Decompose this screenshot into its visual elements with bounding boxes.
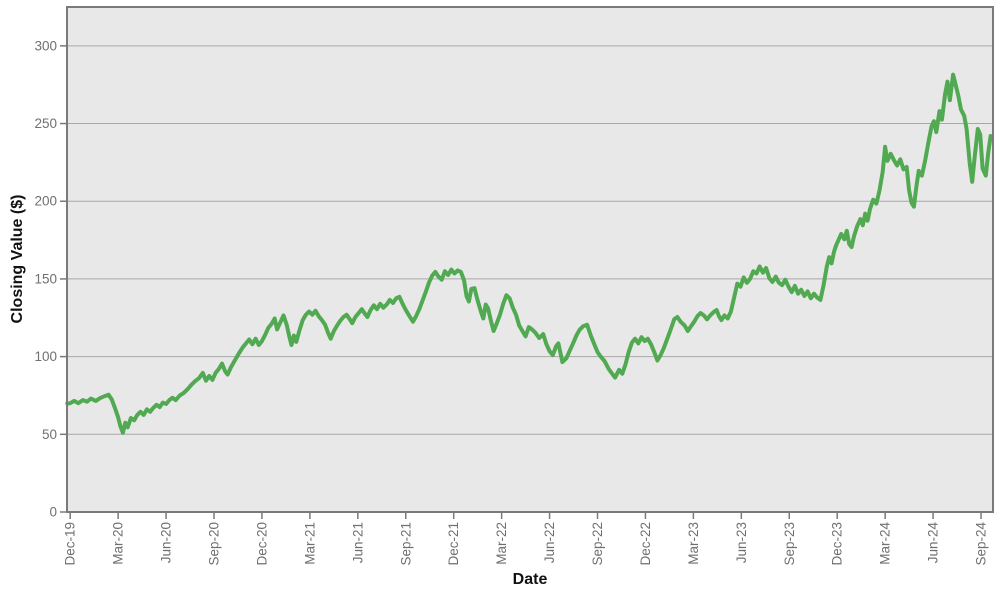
closing-value-line	[65, 72, 993, 435]
x-tick-label: Dec-21	[446, 522, 461, 566]
x-tick-label: Jun-23	[734, 522, 749, 563]
x-tick-label: Sep-23	[782, 522, 797, 566]
y-tick-labels: 0 50 100 150 200 250 300	[34, 38, 57, 519]
x-tick-label: Sep-22	[590, 522, 605, 566]
x-tick-labels: Dec-19 Mar-20 Jun-20 Sep-20 Dec-20 Mar-21 Jun-…	[63, 522, 989, 566]
y-tick-label: 50	[42, 427, 57, 442]
x-tick-label: Sep-24	[974, 522, 989, 566]
x-axis-title: Date	[513, 571, 548, 588]
y-tick-label: 200	[34, 194, 57, 209]
x-tick-label: Sep-20	[207, 522, 222, 566]
y-axis-ticks	[60, 45, 67, 513]
x-tick-label: Sep-21	[398, 522, 413, 566]
y-tick-label: 0	[49, 505, 57, 520]
x-axis-ticks	[69, 512, 982, 519]
x-tick-label: Jun-21	[350, 522, 365, 563]
series-lines	[65, 72, 993, 435]
x-tick-label: Mar-24	[878, 522, 893, 565]
x-tick-label: Jun-24	[926, 522, 941, 564]
y-tick-label: 250	[34, 116, 57, 131]
x-tick-label: Dec-19	[63, 522, 78, 566]
plot-border	[66, 6, 994, 513]
x-tick-label: Jun-20	[159, 522, 174, 563]
x-tick-label: Mar-23	[686, 522, 701, 565]
y-tick-label: 300	[34, 38, 57, 53]
x-tick-label: Mar-22	[494, 522, 509, 565]
y-axis-title: Closing Value ($)	[9, 195, 26, 324]
x-tick-label: Mar-21	[302, 522, 317, 565]
gridlines	[67, 45, 993, 435]
y-tick-label: 150	[34, 271, 57, 286]
x-tick-label: Mar-20	[111, 522, 126, 565]
x-tick-label: Dec-23	[830, 522, 845, 566]
x-tick-label: Dec-22	[638, 522, 653, 566]
plot-background	[67, 7, 993, 512]
x-tick-label: Jun-22	[542, 522, 557, 563]
x-tick-label: Dec-20	[254, 522, 269, 566]
y-tick-label: 100	[34, 349, 57, 364]
